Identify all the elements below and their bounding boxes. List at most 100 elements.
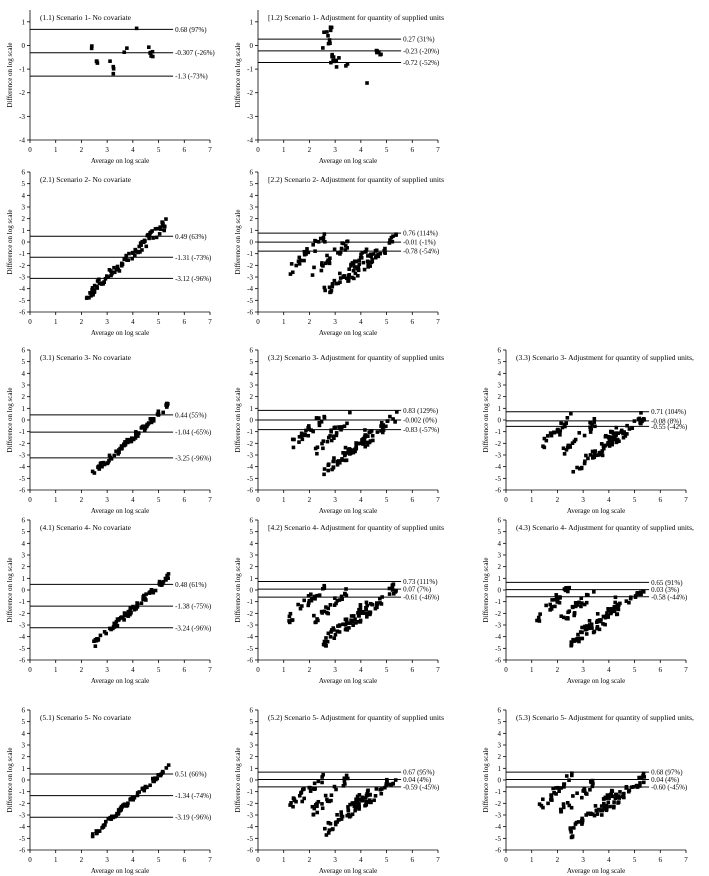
data-point bbox=[335, 598, 340, 603]
data-point bbox=[360, 795, 365, 800]
data-point bbox=[327, 261, 332, 266]
data-point bbox=[122, 257, 127, 262]
x-axis-label: Average on log scale bbox=[91, 867, 149, 875]
data-point bbox=[354, 444, 358, 449]
data-point bbox=[320, 775, 324, 779]
x-tick-label: 5 bbox=[633, 666, 637, 674]
data-point bbox=[356, 805, 361, 809]
data-point bbox=[316, 779, 321, 784]
data-point bbox=[329, 793, 334, 798]
data-point bbox=[331, 55, 336, 59]
data-point bbox=[580, 601, 584, 605]
y-tick-label: -6 bbox=[19, 657, 25, 665]
y-tick-label: -5 bbox=[495, 475, 501, 483]
data-point bbox=[161, 580, 166, 584]
data-point bbox=[366, 800, 371, 804]
data-point bbox=[592, 451, 597, 456]
data-point bbox=[331, 465, 336, 469]
data-point bbox=[330, 284, 335, 289]
data-point bbox=[323, 240, 327, 244]
data-point bbox=[641, 780, 646, 785]
y-tick-label: 6 bbox=[250, 347, 254, 355]
data-point bbox=[151, 590, 156, 594]
data-point bbox=[596, 807, 601, 812]
data-point bbox=[112, 270, 117, 275]
y-tick-label: -5 bbox=[495, 835, 501, 843]
data-point bbox=[565, 616, 570, 620]
x-tick-label: 7 bbox=[684, 666, 688, 674]
x-tick-label: 4 bbox=[131, 666, 135, 674]
data-point bbox=[122, 443, 126, 448]
y-axis-label: Difference on log scale bbox=[234, 748, 242, 813]
x-tick-label: 0 bbox=[504, 666, 508, 674]
data-point bbox=[334, 65, 339, 69]
y-tick-label: 1 bbox=[22, 765, 26, 773]
y-tick-label: 2 bbox=[498, 563, 502, 571]
data-point bbox=[307, 785, 312, 790]
data-point bbox=[316, 618, 320, 623]
data-point bbox=[291, 804, 295, 809]
y-tick-label: -6 bbox=[495, 487, 501, 495]
data-point bbox=[595, 618, 600, 623]
upper-limit-label: 0.65 (91%) bbox=[651, 579, 683, 587]
y-tick-label: 0 bbox=[22, 777, 26, 785]
data-point bbox=[365, 603, 369, 608]
data-point bbox=[372, 798, 376, 803]
data-point bbox=[112, 621, 117, 626]
data-point bbox=[326, 821, 331, 825]
data-point bbox=[108, 455, 113, 460]
data-point bbox=[313, 596, 317, 601]
data-point bbox=[361, 442, 365, 446]
data-point bbox=[331, 434, 336, 439]
data-point bbox=[574, 820, 579, 825]
data-point bbox=[322, 285, 327, 290]
x-tick-label: 0 bbox=[256, 666, 260, 674]
data-point bbox=[149, 54, 153, 58]
data-point bbox=[329, 798, 333, 803]
data-point bbox=[290, 270, 295, 275]
data-point bbox=[557, 789, 561, 794]
data-point bbox=[311, 812, 316, 817]
data-point bbox=[602, 801, 606, 806]
data-point bbox=[555, 600, 560, 604]
data-point bbox=[582, 786, 587, 791]
data-point bbox=[343, 623, 348, 627]
x-tick-label: 5 bbox=[633, 496, 637, 504]
y-tick-label: 1 bbox=[250, 18, 254, 26]
data-point bbox=[567, 778, 571, 783]
data-point bbox=[326, 34, 330, 38]
data-point bbox=[615, 437, 620, 442]
data-point bbox=[101, 460, 106, 465]
data-point bbox=[392, 591, 396, 596]
data-point bbox=[590, 449, 595, 454]
data-point bbox=[142, 238, 147, 243]
data-point bbox=[603, 615, 608, 620]
data-point bbox=[384, 777, 389, 782]
data-point bbox=[311, 242, 315, 247]
data-point bbox=[381, 428, 386, 432]
data-point bbox=[160, 220, 164, 224]
data-point bbox=[577, 466, 582, 471]
data-point bbox=[162, 224, 167, 229]
data-point bbox=[368, 799, 373, 804]
y-tick-label: 5 bbox=[22, 528, 26, 536]
data-point bbox=[125, 46, 129, 50]
y-tick-label: 2 bbox=[250, 563, 254, 571]
data-point bbox=[317, 423, 322, 428]
data-point bbox=[389, 782, 393, 787]
data-point bbox=[609, 788, 614, 793]
mean-difference-label: 0.03 (3%) bbox=[651, 586, 680, 594]
data-point bbox=[378, 787, 383, 792]
data-point bbox=[134, 430, 138, 434]
y-tick-label: -3 bbox=[495, 622, 501, 630]
data-point bbox=[580, 795, 584, 800]
mean-difference-label: -1.38 (-75%) bbox=[175, 603, 212, 611]
data-point bbox=[356, 611, 360, 615]
data-point bbox=[537, 619, 542, 623]
data-point bbox=[141, 424, 146, 429]
data-point bbox=[331, 628, 336, 632]
data-point bbox=[302, 249, 307, 254]
data-point bbox=[616, 431, 620, 436]
data-point bbox=[375, 49, 380, 53]
data-point bbox=[391, 781, 396, 786]
